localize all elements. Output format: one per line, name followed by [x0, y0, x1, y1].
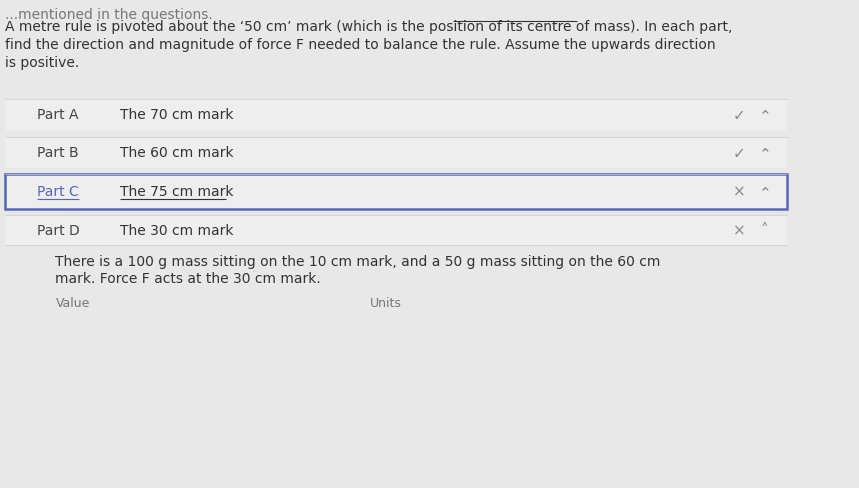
Text: find the direction and magnitude of force F needed to balance the rule. Assume t: find the direction and magnitude of forc…: [4, 38, 716, 52]
Text: Part D: Part D: [37, 224, 80, 238]
Text: ✓: ✓: [733, 108, 746, 123]
Text: Part A: Part A: [37, 108, 78, 122]
Text: A metre rule is pivoted about the ‘50 cm’ mark (which is the position of its cen: A metre rule is pivoted about the ‘50 cm…: [4, 20, 732, 34]
Text: Value: Value: [56, 296, 90, 309]
FancyBboxPatch shape: [4, 138, 787, 169]
FancyBboxPatch shape: [4, 175, 787, 209]
Text: mark. Force F acts at the 30 cm mark.: mark. Force F acts at the 30 cm mark.: [56, 271, 321, 285]
Text: The 70 cm mark: The 70 cm mark: [120, 108, 234, 122]
Text: Units: Units: [369, 296, 401, 309]
Text: ...mentioned in the questions.: ...mentioned in the questions.: [4, 8, 212, 22]
Text: ⌃: ⌃: [758, 146, 771, 161]
Text: ✓: ✓: [733, 146, 746, 161]
Text: There is a 100 g mass sitting on the 10 cm mark, and a 50 g mass sitting on the : There is a 100 g mass sitting on the 10 …: [56, 254, 661, 268]
Text: ×: ×: [733, 223, 746, 238]
FancyBboxPatch shape: [4, 100, 787, 131]
FancyBboxPatch shape: [4, 175, 787, 209]
Text: Part C: Part C: [37, 185, 79, 199]
Text: The 60 cm mark: The 60 cm mark: [120, 146, 234, 160]
Text: The 30 cm mark: The 30 cm mark: [120, 224, 234, 238]
FancyBboxPatch shape: [4, 216, 787, 245]
Text: is positive.: is positive.: [4, 56, 79, 70]
Text: The 75 cm mark: The 75 cm mark: [120, 185, 234, 199]
Text: ˄: ˄: [761, 223, 769, 238]
Text: ×: ×: [733, 184, 746, 200]
Text: ⌃: ⌃: [758, 184, 771, 200]
Text: ⌃: ⌃: [758, 108, 771, 123]
Text: Part B: Part B: [37, 146, 78, 160]
